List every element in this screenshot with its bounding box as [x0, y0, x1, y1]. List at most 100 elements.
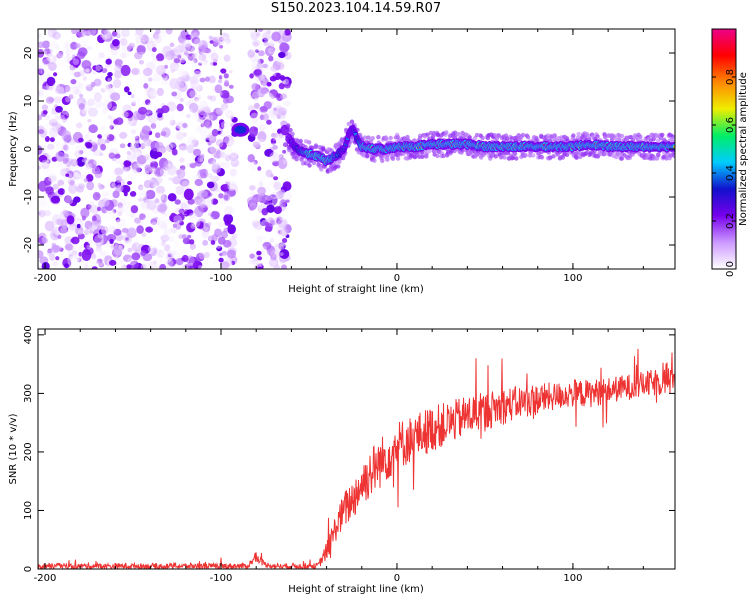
spectrogram-cell — [107, 114, 114, 121]
spectrogram-cell — [272, 132, 279, 139]
spectrogram-cell — [206, 170, 213, 178]
spectrogram-cell — [169, 138, 177, 148]
colorbar: 0.0 0.2 0.4 0.6 0.8 Normalized spectral ampl… — [711, 28, 749, 277]
spectrogram-cell — [114, 262, 125, 269]
spectrogram-cell — [178, 110, 185, 117]
spectrogram-cell — [81, 249, 92, 261]
spectrogram-cell — [83, 129, 90, 136]
spectrogram-cell — [135, 76, 145, 88]
spectrogram-cell — [670, 136, 675, 141]
spectrogram-cell — [139, 32, 149, 42]
spectrogram-cell — [51, 121, 58, 127]
spectrogram-cell — [298, 138, 303, 144]
spectrogram-cell — [255, 235, 262, 243]
spectrogram-cell — [229, 152, 237, 159]
spectrogram-cell — [164, 258, 174, 268]
spectrogram-cell — [108, 52, 114, 59]
spectrogram-cell — [122, 254, 133, 263]
spectrogram-cell — [188, 76, 198, 84]
spectrogram-cell — [64, 195, 74, 205]
spectrogram-cell — [43, 193, 50, 201]
spectrogram-cell — [275, 227, 281, 232]
spectrogram-cell — [48, 253, 55, 261]
spectrogram-cell — [177, 34, 187, 44]
spectrogram-cell — [181, 40, 192, 52]
spectrogram-cell — [211, 163, 221, 174]
spectrogram-cell — [101, 34, 108, 41]
spectrogram-cell — [218, 221, 225, 228]
spectrogram-cell — [45, 96, 54, 105]
spectrogram-cell — [265, 194, 273, 201]
snr-y-tick-label: 100 — [23, 501, 34, 520]
spectrogram-cell — [63, 40, 73, 51]
spectrogram-cell — [42, 58, 51, 66]
spectrogram-cell — [340, 155, 346, 161]
spectrogram-cell — [57, 59, 66, 67]
spectrogram-cell — [208, 134, 217, 144]
spectrogram-cell — [121, 29, 130, 38]
spectrogram-cell — [86, 174, 94, 182]
spectrogram-cell — [89, 229, 94, 235]
spectrogram-cell — [170, 227, 177, 234]
spectrogram-cell — [109, 211, 117, 219]
spectrogram-cell — [272, 145, 278, 150]
spectrogram-cell — [40, 168, 47, 176]
spectrogram-cell — [270, 249, 280, 258]
spectrogram-cell — [139, 143, 146, 150]
spectrogram-cell — [321, 147, 326, 152]
spectrogram-cell — [63, 140, 68, 146]
spectrogram-cell — [182, 122, 188, 128]
spectrogram-cell — [138, 71, 142, 75]
spectrogram-cell — [70, 254, 80, 265]
spectrogram-cell — [97, 134, 103, 139]
spectrogram-cell — [72, 254, 81, 262]
spectrogram-cell — [395, 156, 401, 161]
spectrogram-cell — [190, 169, 201, 181]
spectrogram-cell — [68, 253, 74, 260]
spectrogram-cell — [134, 217, 141, 224]
spectrogram-cell — [91, 166, 100, 175]
spectrogram-cell — [264, 255, 270, 262]
spectrogram-cell — [227, 224, 237, 235]
spectrogram-cell — [131, 68, 140, 75]
spectrogram-cell — [130, 213, 136, 219]
spectrogram-cell — [70, 79, 77, 85]
spectrogram-cell — [104, 29, 111, 37]
spectrogram-cell — [231, 235, 236, 240]
spectrogram-cell — [181, 154, 186, 159]
spectrogram-cell — [307, 163, 312, 168]
spectrogram-cell — [102, 107, 108, 114]
spectrogram-cell — [176, 76, 185, 86]
spectrogram-cell — [265, 223, 273, 231]
spectrogram-cell — [249, 191, 256, 196]
spectrogram-cell — [219, 142, 227, 150]
spectrogram-cell — [157, 259, 163, 266]
spectrogram-cell — [175, 64, 184, 73]
spectrogram-cell — [46, 249, 56, 257]
spectrogram-cell — [92, 56, 102, 65]
spectrogram-cell — [52, 31, 61, 40]
spectrogram-cell — [192, 59, 197, 65]
spectrogram-cell — [96, 211, 104, 221]
spectrogram-cell — [38, 91, 41, 95]
spectrogram-y-tick-label: 20 — [23, 47, 34, 60]
spectrogram-cell — [86, 244, 92, 250]
spectrogram-cell — [61, 130, 72, 142]
spectrogram-cell — [175, 122, 183, 129]
spectrogram-cell — [148, 43, 153, 49]
spectrogram-cell — [207, 157, 217, 165]
spectrogram-cell — [126, 151, 132, 155]
spectrogram-cell — [460, 130, 465, 136]
spectrogram-cell — [277, 157, 288, 169]
spectrogram-cell — [267, 38, 274, 45]
spectrogram-cell — [249, 73, 254, 79]
spectrogram-cell — [207, 222, 212, 226]
spectrogram-cell — [126, 153, 135, 163]
spectrogram-cell — [38, 136, 44, 144]
spectrogram-cell — [270, 253, 277, 261]
spectrogram-cell — [78, 103, 85, 110]
spectrogram-cell — [191, 139, 199, 147]
spectrogram-cell — [270, 138, 277, 145]
spectrogram-cell — [89, 29, 98, 36]
spectrogram-cell — [173, 215, 183, 225]
